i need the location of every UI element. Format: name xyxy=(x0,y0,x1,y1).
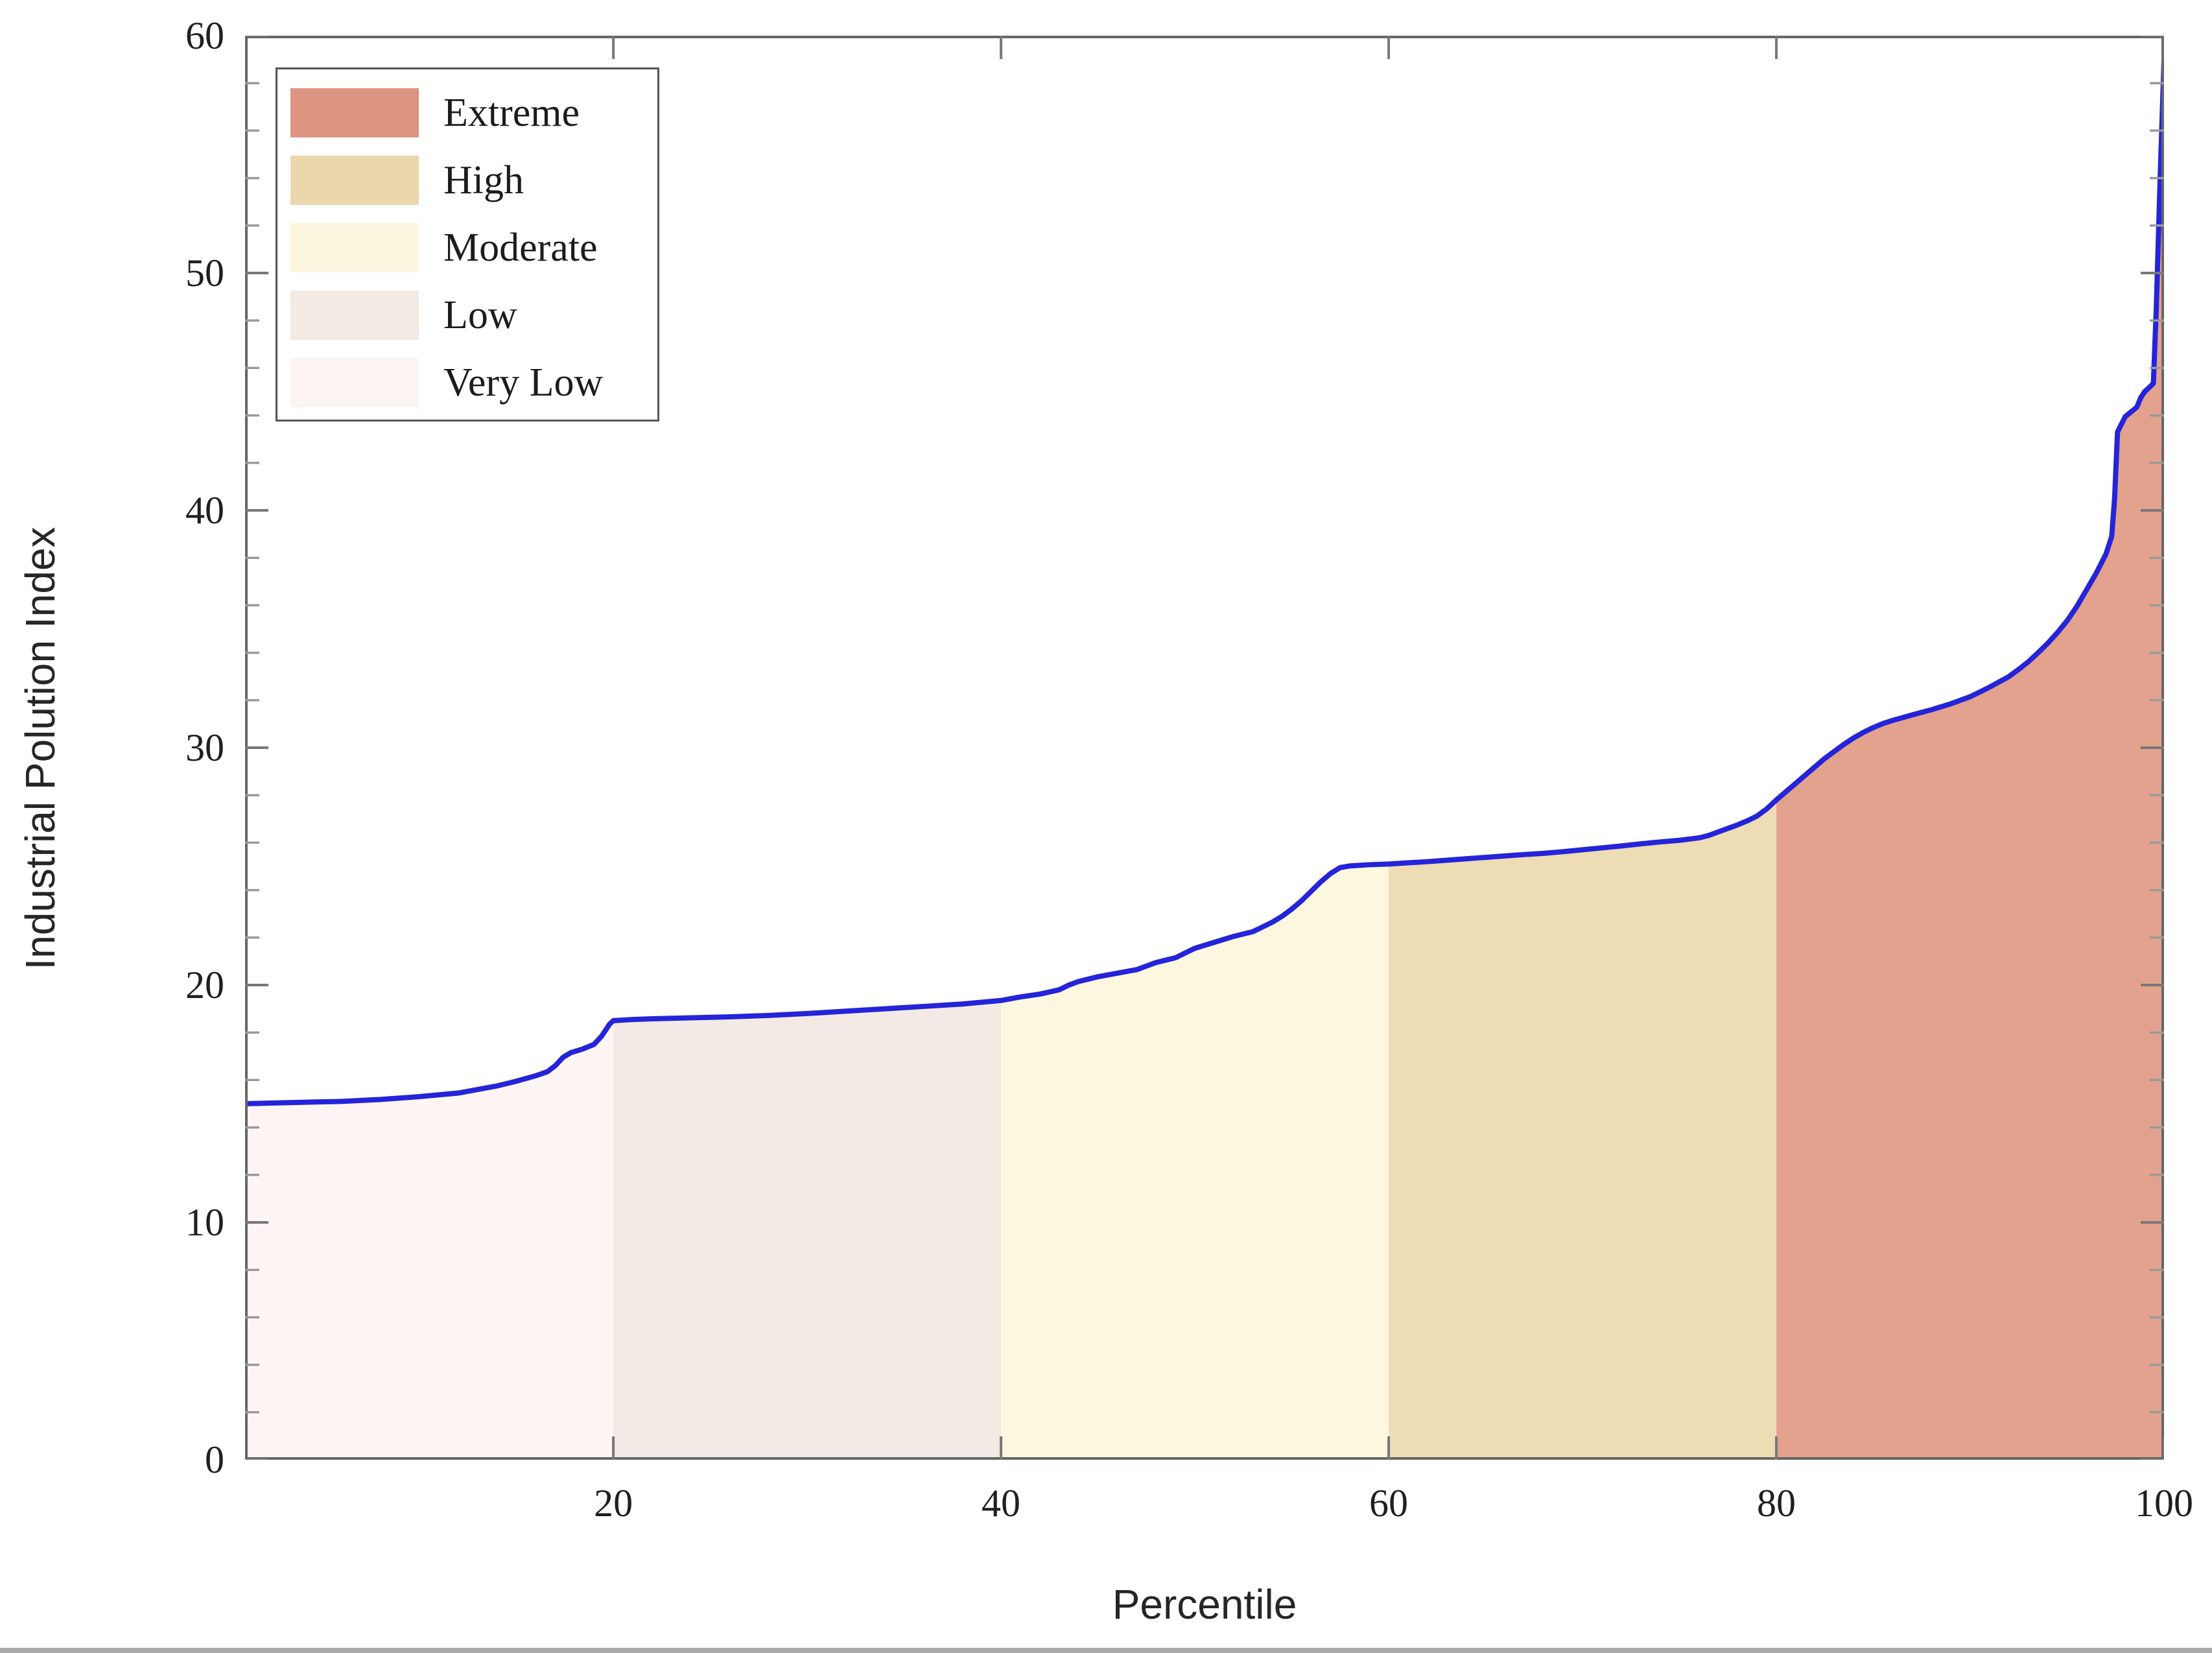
legend-swatch xyxy=(290,88,419,137)
legend-item-moderate: Moderate xyxy=(277,214,657,281)
pollution-index-line xyxy=(245,56,2164,1106)
legend-label: Moderate xyxy=(443,225,598,270)
x-tick-label: 80 xyxy=(1757,1482,1796,1525)
y-tick-label: 30 xyxy=(185,726,224,769)
legend-swatch xyxy=(290,358,419,407)
legend-label: Extreme xyxy=(443,90,580,135)
legend-label: Very Low xyxy=(443,360,604,405)
x-tick-label: 60 xyxy=(1369,1482,1409,1525)
band-moderate xyxy=(1001,864,1389,1460)
x-tick-label: 100 xyxy=(2135,1482,2193,1525)
y-tick-label: 0 xyxy=(205,1438,224,1481)
window-bottom-border xyxy=(0,1648,2212,1653)
x-axis-tick-labels: 20 40 60 80 100 xyxy=(245,1460,2193,1544)
band-high xyxy=(1389,800,1777,1460)
band-very-low xyxy=(245,1020,614,1460)
legend-label: High xyxy=(443,158,524,202)
x-tick-label: 20 xyxy=(594,1482,633,1525)
x-axis-title: Percentile xyxy=(1112,1581,1297,1628)
y-tick-label: 50 xyxy=(185,252,224,294)
y-axis-title: Industrial Polution Index xyxy=(17,527,64,970)
legend-item-extreme: Extreme xyxy=(277,79,657,147)
legend-label: Low xyxy=(443,292,517,337)
legend-item-high: High xyxy=(277,147,657,214)
x-tick-label: 40 xyxy=(982,1482,1021,1525)
legend-swatch xyxy=(290,291,419,340)
y-tick-label: 40 xyxy=(185,489,224,532)
legend-swatch xyxy=(290,156,419,205)
band-extreme xyxy=(1776,59,2164,1460)
plot-area xyxy=(245,36,2164,1460)
y-axis-tick-labels: 0 10 20 30 40 50 60 xyxy=(0,14,224,1481)
band-low xyxy=(613,1000,1002,1460)
legend-swatch xyxy=(290,223,419,272)
y-tick-label: 20 xyxy=(185,964,224,1006)
legend-item-low: Low xyxy=(277,281,657,349)
legend-item-very-low: Very Low xyxy=(277,349,657,416)
y-tick-label: 60 xyxy=(185,14,224,57)
y-tick-label: 10 xyxy=(185,1201,224,1244)
legend: Extreme High Moderate Low Very Low xyxy=(276,67,659,422)
